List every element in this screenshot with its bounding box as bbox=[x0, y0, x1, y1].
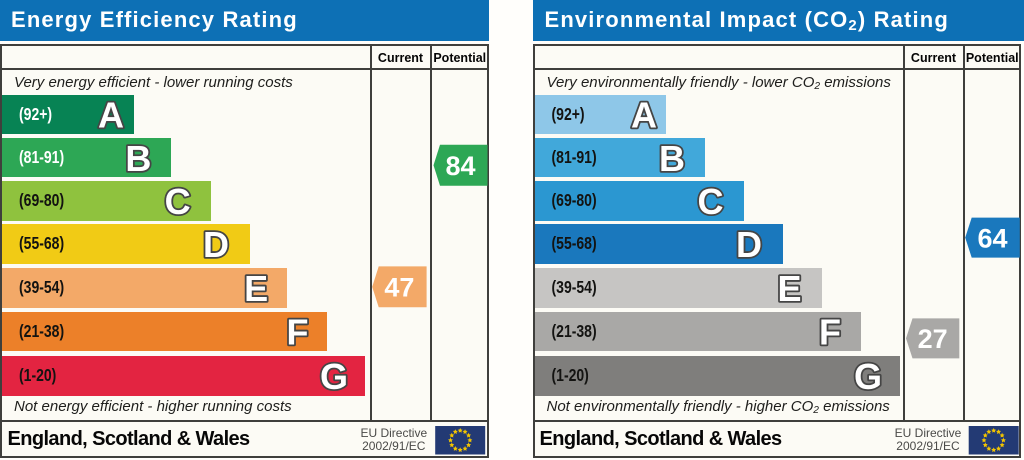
svg-text:27: 27 bbox=[918, 324, 948, 354]
svg-text:E: E bbox=[777, 268, 801, 309]
svg-text:C: C bbox=[698, 181, 724, 222]
svg-text:G: G bbox=[854, 356, 882, 397]
svg-text:C: C bbox=[165, 181, 191, 222]
svg-text:G: G bbox=[320, 356, 348, 397]
svg-text:F: F bbox=[287, 311, 309, 352]
svg-text:F: F bbox=[819, 311, 841, 352]
svg-text:E: E bbox=[244, 268, 268, 309]
svg-text:A: A bbox=[631, 94, 657, 135]
svg-text:47: 47 bbox=[384, 273, 414, 303]
svg-text:B: B bbox=[125, 138, 151, 179]
svg-text:D: D bbox=[736, 224, 762, 265]
svg-text:D: D bbox=[203, 224, 229, 265]
svg-text:B: B bbox=[659, 138, 685, 179]
svg-text:64: 64 bbox=[977, 223, 1007, 253]
svg-text:84: 84 bbox=[445, 151, 475, 181]
svg-text:A: A bbox=[98, 94, 124, 135]
